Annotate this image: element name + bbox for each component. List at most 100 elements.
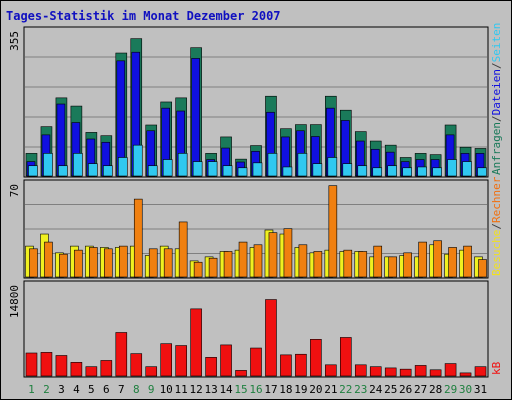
bar-seiten-day-3 [58, 165, 68, 177]
x-tick-label: 18 [279, 383, 292, 396]
legend-top: Anfragen/Dateien/Seiten [490, 23, 503, 175]
x-tick-label: 21 [324, 383, 337, 396]
x-tick-label: 26 [399, 383, 412, 396]
bar-rechner-day-25 [388, 256, 398, 278]
x-tick-label: 2 [43, 383, 50, 396]
bar-kb-day-16 [250, 347, 262, 377]
bar-rechner-day-28 [433, 240, 442, 278]
bar-kb-day-27 [414, 365, 427, 377]
bar-rechner-day-13 [208, 257, 218, 278]
x-tick-label: 12 [190, 383, 203, 396]
bar-rechner-day-16 [253, 244, 263, 278]
legend-separator: / [490, 62, 503, 69]
bar-kb-day-1 [25, 352, 38, 377]
bar-seiten-day-1 [28, 165, 38, 177]
legend-bot: kB [490, 361, 503, 375]
bar-seiten-day-11 [177, 153, 188, 177]
legend-separator: / [490, 115, 503, 122]
panel-max-label: 14800 [8, 285, 21, 318]
bar-kb-day-23 [354, 364, 367, 377]
bar-seiten-day-28 [432, 167, 442, 177]
bar-kb-day-26 [399, 368, 412, 377]
panel-mid: 70 Besuche/Rechner [8, 176, 503, 279]
bar-rechner-day-3 [59, 253, 68, 278]
x-tick-label: 28 [429, 383, 442, 396]
x-tick-label: 5 [88, 383, 95, 396]
panel-max-label: 70 [8, 184, 21, 197]
bar-rechner-day-4 [74, 249, 83, 278]
bar-rechner-day-19 [298, 244, 308, 278]
bar-seiten-day-27 [417, 166, 427, 177]
bar-seiten-day-12 [192, 161, 203, 177]
legend-mid: Besuche/Rechner [490, 176, 503, 276]
legend-entry-dateien: Dateien [490, 69, 503, 115]
bar-kb-day-5 [85, 366, 98, 377]
x-tick-label: 19 [294, 383, 307, 396]
bar-kb-day-20 [310, 339, 322, 377]
bar-kb-day-29 [444, 363, 457, 377]
x-tick-label: 3 [58, 383, 65, 396]
bar-seiten-day-13 [207, 161, 218, 177]
x-tick-label: 15 [234, 383, 247, 396]
x-tick-label: 27 [414, 383, 427, 396]
bar-dateien-day-3 [56, 103, 66, 177]
bar-rechner-day-14 [223, 251, 233, 278]
bar-rechner-day-20 [313, 251, 323, 278]
bar-kb-day-14 [220, 344, 232, 377]
x-tick-label: 6 [103, 383, 110, 396]
bar-rechner-day-7 [118, 245, 128, 278]
x-tick-label: 22 [339, 383, 352, 396]
bar-rechner-day-27 [418, 241, 427, 278]
bar-kb-day-24 [369, 366, 382, 377]
bar-rechner-day-21 [328, 185, 338, 278]
x-tick-label: 11 [175, 383, 188, 396]
x-tick-label: 1 [28, 383, 35, 396]
bar-seiten-day-19 [297, 153, 308, 177]
bar-rechner-day-29 [448, 247, 457, 278]
bar-rechner-day-1 [29, 248, 38, 278]
x-tick-label: 20 [309, 383, 322, 396]
bar-rechner-day-12 [193, 261, 203, 278]
bar-seiten-day-22 [342, 163, 353, 177]
x-tick-label: 29 [444, 383, 457, 396]
bar-seiten-day-14 [222, 165, 233, 177]
bar-seiten-day-20 [312, 163, 323, 177]
x-tick-label: 17 [264, 383, 277, 396]
bar-seiten-day-30 [462, 161, 472, 177]
bar-seiten-day-21 [327, 157, 338, 177]
bar-rechner-day-26 [403, 252, 412, 278]
bar-rechner-day-11 [178, 221, 188, 278]
bar-kb-day-25 [384, 367, 397, 377]
bar-seiten-day-18 [282, 166, 293, 177]
x-tick-label: 9 [148, 383, 155, 396]
bar-kb-day-11 [175, 345, 187, 377]
bar-seiten-day-10 [162, 159, 173, 177]
bar-seiten-day-7 [117, 157, 128, 177]
bar-seiten-day-23 [357, 165, 368, 177]
x-tick-label: 13 [204, 383, 217, 396]
bar-rechner-day-23 [358, 251, 368, 278]
bar-rechner-day-5 [89, 247, 98, 278]
bar-kb-day-3 [55, 355, 68, 377]
bar-kb-day-17 [265, 299, 277, 377]
bar-kb-day-28 [429, 369, 442, 377]
bar-seiten-day-5 [88, 163, 98, 177]
bar-kb-day-30 [459, 372, 472, 377]
bar-rechner-day-15 [238, 241, 248, 278]
bar-rechner-day-9 [148, 248, 158, 278]
bar-rechner-day-6 [104, 248, 113, 278]
bar-kb-day-2 [40, 352, 53, 377]
bar-kb-day-4 [70, 362, 83, 377]
bar-seiten-day-15 [237, 167, 248, 177]
bar-rechner-day-18 [283, 228, 293, 278]
bar-seiten-day-17 [267, 153, 278, 177]
bar-kb-day-12 [190, 308, 202, 377]
x-tick-label: 31 [474, 383, 487, 396]
bar-kb-day-18 [280, 354, 292, 377]
bar-seiten-day-25 [387, 165, 398, 177]
bar-seiten-day-31 [477, 167, 487, 177]
x-tick-label: 30 [459, 383, 472, 396]
bar-kb-day-9 [145, 366, 158, 377]
